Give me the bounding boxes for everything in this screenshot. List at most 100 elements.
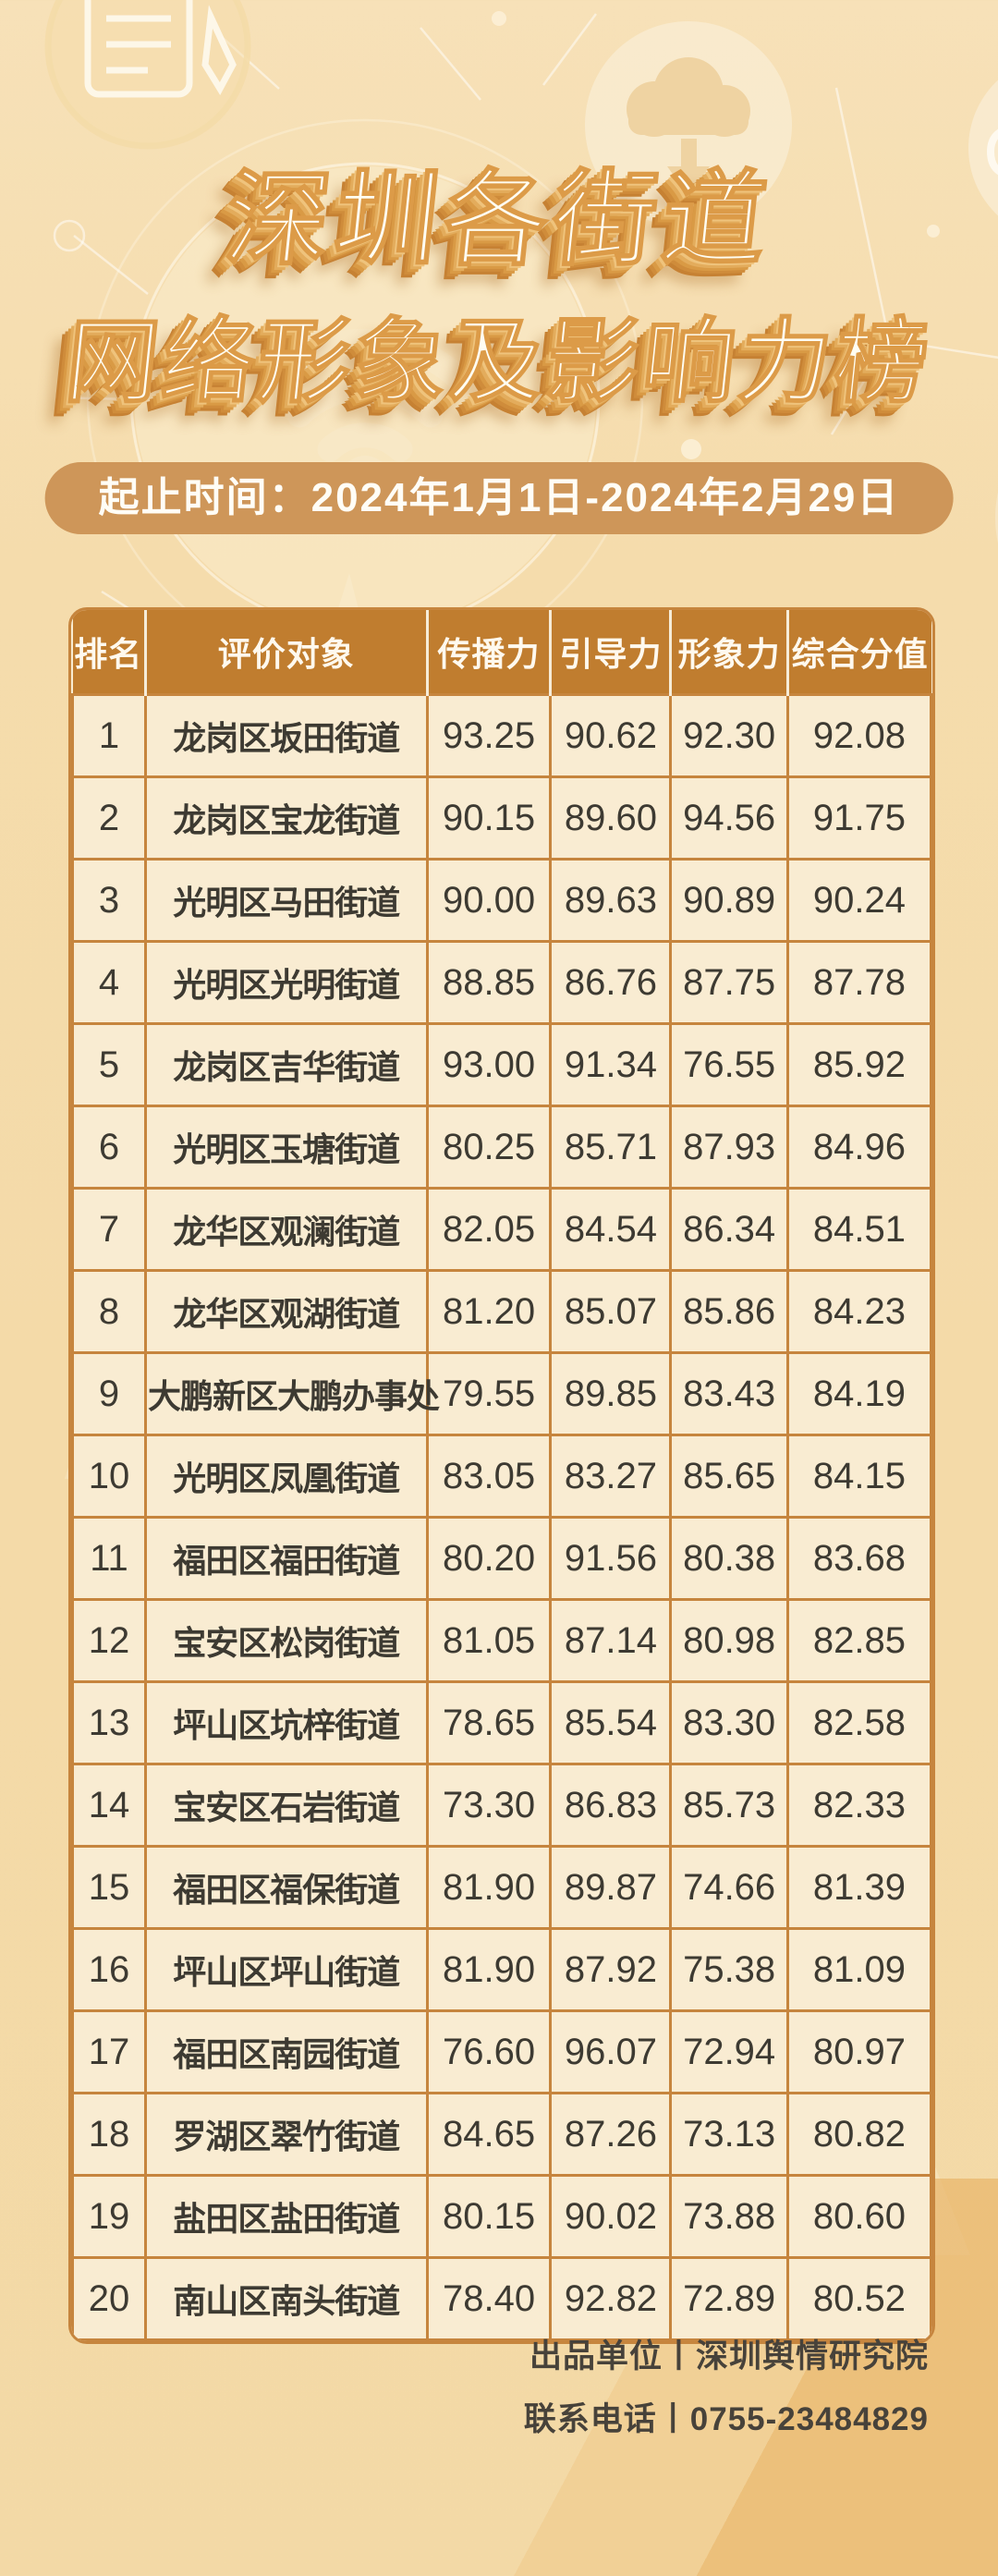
score-cell: 80.60 — [785, 2174, 932, 2259]
score-cell: 84.96 — [785, 1105, 932, 1190]
street-name-cell: 大鹏新区大鹏办事处 — [143, 1351, 440, 1436]
score-cell: 73.30 — [425, 1763, 553, 1848]
table-body: 1 龙岗区坂田街道 93.25 90.62 92.30 92.08 2 龙岗区宝龙街道 90.1… — [71, 693, 932, 2341]
score-cell: 75.38 — [669, 1927, 789, 2012]
score-cell: 72.94 — [669, 2009, 789, 2094]
footer: 出品单位丨深圳舆情研究院 联系电话丨0755-23484829 — [524, 2326, 929, 2451]
rank-cell: 12 — [71, 1598, 147, 1683]
score-cell: 85.86 — [669, 1269, 789, 1354]
score-cell: 74.66 — [669, 1845, 789, 1930]
table-row: 10 光明区凤凰街道 83.05 83.27 85.65 84.15 — [71, 1434, 932, 1519]
document-pencil-icon — [44, 0, 251, 150]
rank-cell: 4 — [71, 940, 147, 1025]
score-cell: 82.33 — [785, 1763, 932, 1848]
score-cell: 80.97 — [785, 2009, 932, 2094]
score-cell: 78.65 — [425, 1680, 553, 1765]
score-cell: 76.60 — [425, 2009, 553, 2094]
street-name-cell: 罗湖区翠竹街道 — [143, 2092, 429, 2177]
rank-cell: 2 — [71, 775, 147, 861]
table-row: 17 福田区南园街道 76.60 96.07 72.94 80.97 — [71, 2009, 932, 2094]
table-row: 19 盐田区盐田街道 80.15 90.02 73.88 80.60 — [71, 2174, 932, 2259]
date-range-banner: 起止时间：2024年1月1日-2024年2月29日 — [44, 462, 954, 534]
score-cell: 80.98 — [669, 1598, 789, 1683]
table-row: 8 龙华区观湖街道 81.20 85.07 85.86 84.23 — [71, 1269, 932, 1354]
rank-cell: 5 — [71, 1022, 147, 1107]
table-row: 5 龙岗区吉华街道 93.00 91.34 76.55 85.92 — [71, 1022, 932, 1107]
score-cell: 83.27 — [549, 1434, 673, 1519]
score-cell: 87.26 — [549, 2092, 673, 2177]
score-cell: 83.43 — [669, 1351, 789, 1436]
score-cell: 90.02 — [549, 2174, 673, 2259]
score-cell: 81.39 — [785, 1845, 932, 1930]
score-cell: 84.65 — [425, 2092, 553, 2177]
street-name-cell: 宝安区石岩街道 — [143, 1763, 429, 1848]
table-row: 20 南山区南头街道 78.40 92.82 72.89 80.52 — [71, 2256, 932, 2341]
street-name-cell: 龙岗区坂田街道 — [143, 693, 429, 778]
table-row: 11 福田区福田街道 80.20 91.56 80.38 83.68 — [71, 1516, 932, 1601]
score-cell: 85.71 — [549, 1105, 673, 1190]
score-cell: 82.58 — [785, 1680, 932, 1765]
score-cell: 84.23 — [785, 1269, 932, 1354]
score-cell: 96.07 — [549, 2009, 673, 2094]
score-cell: 80.25 — [425, 1105, 553, 1190]
table-row: 15 福田区福保街道 81.90 89.87 74.66 81.39 — [71, 1845, 932, 1930]
score-cell: 89.63 — [549, 858, 673, 943]
header-image: 形象力 — [669, 610, 788, 695]
street-name-cell: 光明区凤凰街道 — [143, 1434, 429, 1519]
street-name-cell: 宝安区松岗街道 — [143, 1598, 429, 1683]
score-cell: 81.05 — [425, 1598, 553, 1683]
rank-cell: 14 — [71, 1763, 147, 1848]
score-cell: 80.20 — [425, 1516, 553, 1601]
score-cell: 91.56 — [549, 1516, 673, 1601]
score-cell: 84.54 — [549, 1187, 673, 1272]
score-cell: 89.85 — [549, 1351, 673, 1436]
rank-cell: 18 — [71, 2092, 147, 2177]
rank-cell: 11 — [71, 1516, 147, 1601]
score-cell: 73.13 — [669, 2092, 789, 2177]
rank-cell: 13 — [71, 1680, 147, 1765]
score-cell: 73.88 — [669, 2174, 789, 2259]
score-cell: 81.90 — [425, 1845, 553, 1930]
rank-cell: 17 — [71, 2009, 147, 2094]
score-cell: 87.93 — [669, 1105, 789, 1190]
title-line-1: 深圳各街道 — [219, 161, 778, 278]
street-name-cell: 光明区马田街道 — [143, 858, 429, 943]
ranking-table: 排名 评价对象 传播力 引导力 形象力 综合分值 1 龙岗区坂田街道 93.25 90… — [68, 607, 935, 2344]
street-name-cell: 福田区福田街道 — [143, 1516, 429, 1601]
score-cell: 89.87 — [549, 1845, 673, 1930]
header-rank: 排名 — [72, 610, 146, 695]
rank-cell: 16 — [71, 1927, 147, 2012]
score-cell: 81.09 — [785, 1927, 932, 2012]
rank-cell: 6 — [71, 1105, 147, 1190]
score-cell: 93.25 — [425, 693, 553, 778]
score-cell: 82.85 — [785, 1598, 932, 1683]
score-cell: 94.56 — [669, 775, 789, 861]
score-cell: 85.54 — [549, 1680, 673, 1765]
table-row: 4 光明区光明街道 88.85 86.76 87.75 87.78 — [71, 940, 932, 1025]
header-spread: 传播力 — [425, 610, 551, 695]
score-cell: 78.40 — [425, 2256, 553, 2341]
score-cell: 91.75 — [785, 775, 932, 861]
table-row: 1 龙岗区坂田街道 93.25 90.62 92.30 92.08 — [71, 693, 932, 778]
score-cell: 72.89 — [669, 2256, 789, 2341]
header-target: 评价对象 — [143, 610, 428, 695]
table-row: 7 龙华区观澜街道 82.05 84.54 86.34 84.51 — [71, 1187, 932, 1272]
table-row: 9 大鹏新区大鹏办事处 79.55 89.85 83.43 84.19 — [71, 1351, 932, 1436]
header-composite: 综合分值 — [785, 610, 931, 695]
table-row: 2 龙岗区宝龙街道 90.15 89.60 94.56 91.75 — [71, 775, 932, 861]
score-cell: 83.30 — [669, 1680, 789, 1765]
table-row: 12 宝安区松岗街道 81.05 87.14 80.98 82.85 — [71, 1598, 932, 1683]
score-cell: 84.15 — [785, 1434, 932, 1519]
street-name-cell: 龙华区观湖街道 — [143, 1269, 429, 1354]
table-row: 13 坪山区坑梓街道 78.65 85.54 83.30 82.58 — [71, 1680, 932, 1765]
street-name-cell: 光明区光明街道 — [143, 940, 429, 1025]
table-row: 3 光明区马田街道 90.00 89.63 90.89 90.24 — [71, 858, 932, 943]
score-cell: 92.82 — [549, 2256, 673, 2341]
score-cell: 86.76 — [549, 940, 673, 1025]
score-cell: 83.05 — [425, 1434, 553, 1519]
score-cell: 87.92 — [549, 1927, 673, 2012]
street-name-cell: 龙岗区宝龙街道 — [143, 775, 429, 861]
street-name-cell: 坪山区坑梓街道 — [143, 1680, 429, 1765]
score-cell: 84.19 — [785, 1351, 932, 1436]
footer-producer: 出品单位丨深圳舆情研究院 — [529, 2338, 929, 2375]
